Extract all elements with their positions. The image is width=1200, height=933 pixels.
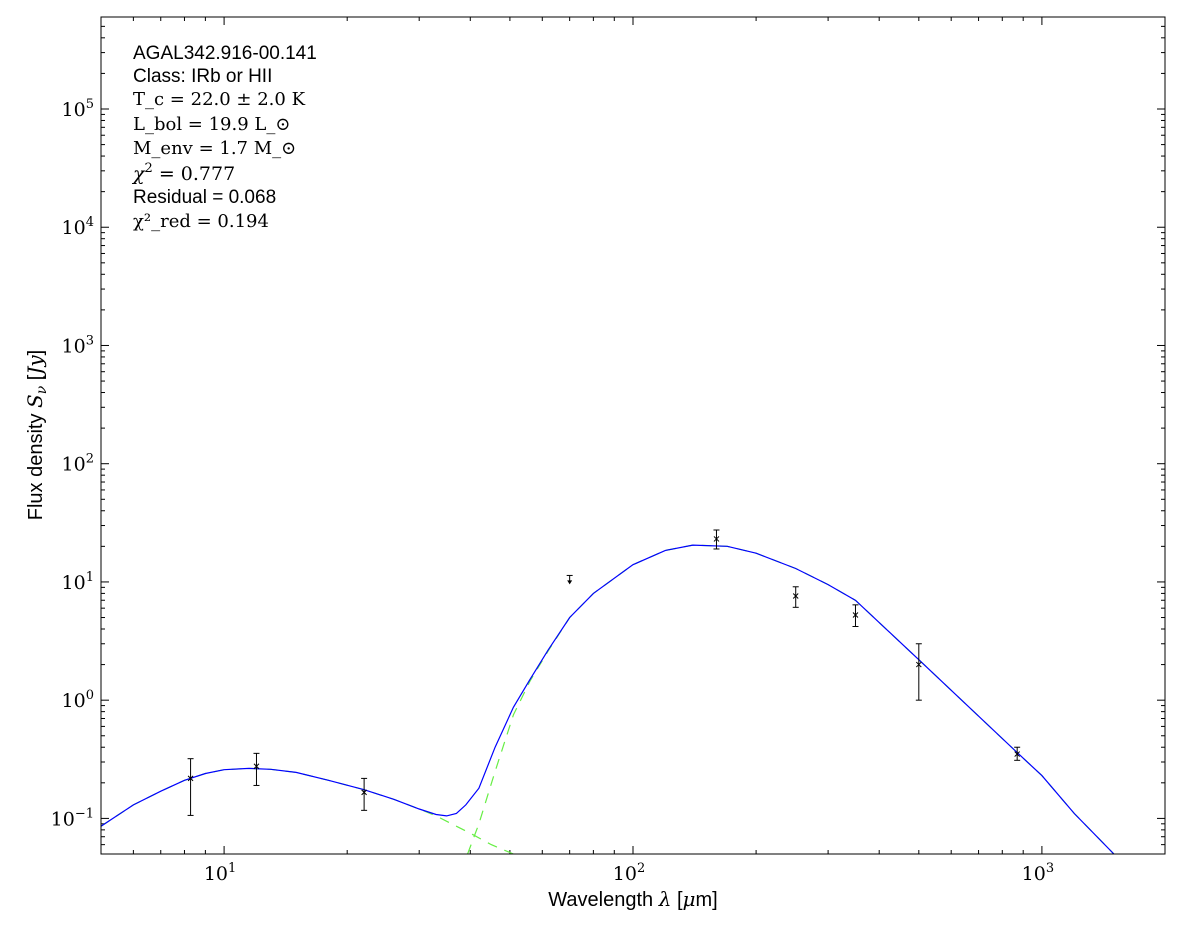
data-point — [566, 574, 573, 585]
source-name: AGAL342.916-00.141 — [133, 43, 317, 64]
y-tick-label: 100 — [62, 688, 94, 712]
data-marker — [187, 775, 194, 782]
model-curves — [101, 544, 1115, 854]
data-point — [253, 752, 260, 786]
data-point — [852, 604, 859, 627]
data-point — [1014, 746, 1021, 761]
source-class: Class: IRb or HII — [133, 66, 272, 87]
data-point — [187, 758, 194, 816]
data-marker — [713, 536, 720, 542]
data-marker — [915, 661, 922, 668]
x-tick-label: 101 — [204, 861, 236, 885]
component-line — [467, 544, 1115, 854]
data-marker — [253, 763, 260, 770]
temperature: T_c = 22.0 ± 2.0 K — [133, 89, 306, 110]
y-tick-label: 103 — [62, 333, 94, 357]
component-line — [101, 767, 514, 854]
data-point — [792, 586, 799, 608]
annotation-box: T_c = 22.0 ± 2.0 K L_bol = 19.9 L_⊙ M_en… — [131, 43, 317, 232]
chi-squared: χ2 = 0.777 — [131, 161, 235, 185]
y-axis-label: Flux density Sν [Jy] — [23, 350, 50, 521]
plot-frame — [100, 16, 1166, 855]
data-marker — [1014, 751, 1021, 757]
y-tick-label: 10−1 — [51, 806, 94, 830]
data-marker — [792, 593, 799, 599]
axis-ticks: 101 102 103 10−1 100 101 102 103 104 105 — [51, 16, 1166, 885]
luminosity: L_bol = 19.9 L_⊙ — [133, 114, 290, 135]
data-point — [361, 777, 368, 811]
y-tick-label: 101 — [62, 570, 94, 594]
envelope-mass: M_env = 1.7 M_⊙ — [133, 138, 296, 159]
residual: Residual = 0.068 — [133, 187, 276, 208]
total-model-line — [101, 544, 1115, 854]
data-point — [713, 529, 720, 550]
data-marker — [852, 612, 859, 618]
y-tick-label: 105 — [62, 97, 94, 121]
x-tick-label: 102 — [613, 861, 645, 885]
y-tick-label: 102 — [62, 452, 94, 476]
observations — [187, 529, 1021, 816]
upper-limit-arrow — [567, 580, 573, 585]
x-tick-label: 103 — [1022, 861, 1054, 885]
reduced-chi-squared: χ²_red = 0.194 — [133, 211, 269, 232]
y-tick-label: 104 — [62, 215, 94, 239]
data-point — [915, 643, 922, 701]
data-marker — [361, 789, 367, 796]
x-axis-label: Wavelength λ [μm] — [548, 887, 717, 911]
